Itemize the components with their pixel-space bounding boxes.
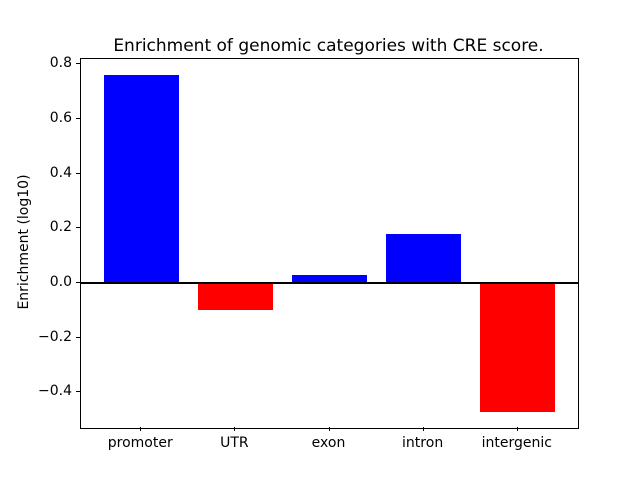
bar-intron [385,233,462,284]
x-tick-label-promoter: promoter [107,435,173,451]
zero-line [81,282,578,285]
y-tick-label: 0.0 [49,274,72,291]
y-tick-label: 0.4 [49,164,72,181]
bar-UTR [197,283,274,311]
y-tick-mark [76,63,80,65]
y-tick-mark [76,227,80,229]
x-tick-mark [516,427,518,431]
y-tick-label: 0.2 [49,219,72,236]
bar-exon [291,274,368,284]
y-tick-label: −0.4 [38,383,72,400]
x-tick-mark [140,427,142,431]
plot-area [80,58,579,429]
chart-title: Enrichment of genomic categories with CR… [113,36,544,56]
x-tick-label-intergenic: intergenic [481,435,552,451]
y-tick-label: −0.2 [38,328,72,345]
y-tick-mark [76,391,80,393]
x-tick-mark [234,427,236,431]
y-tick-mark [76,282,80,284]
bar-promoter [103,75,179,284]
y-tick-mark [76,118,80,120]
y-tick-mark [76,172,80,174]
y-tick-label: 0.6 [49,110,72,127]
x-tick-label-intron: intron [402,435,444,451]
x-tick-label-UTR: UTR [220,435,249,451]
y-tick-mark [76,336,80,338]
y-tick-label: 0.8 [49,55,72,72]
bar-intergenic [480,283,556,412]
x-tick-mark [422,427,424,431]
x-tick-label-exon: exon [311,435,346,451]
x-tick-mark [328,427,330,431]
